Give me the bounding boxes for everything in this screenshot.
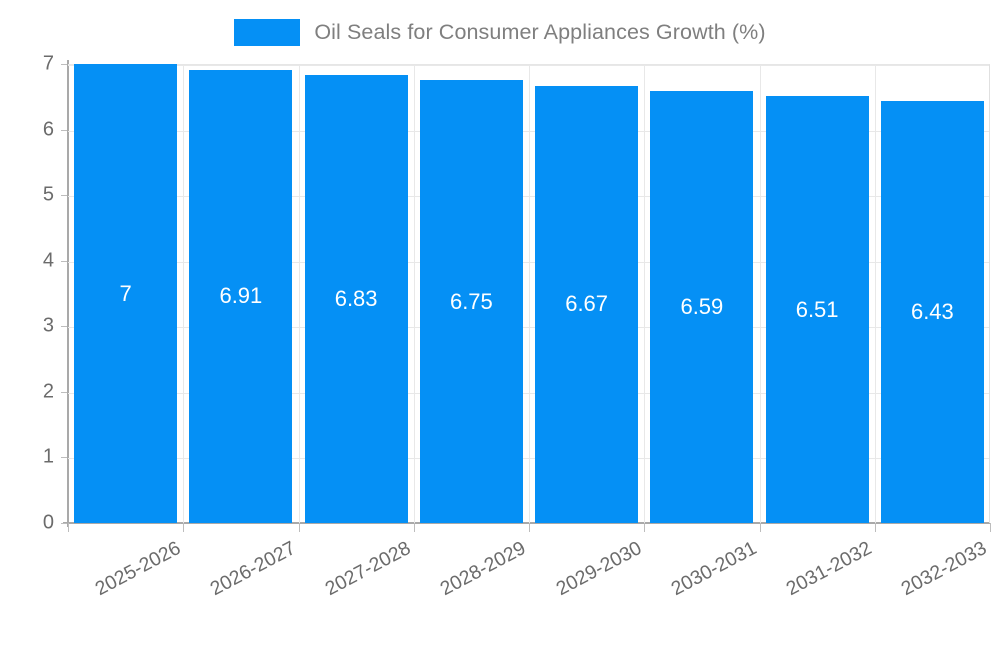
x-axis-tick-mark [875,523,876,532]
bar[interactable]: 7 [74,64,178,523]
bar[interactable]: 6.51 [765,96,869,523]
bar-value-label: 6.91 [219,283,263,309]
chart-legend: Oil Seals for Consumer Appliances Growth… [0,14,1000,50]
bar-value-label: 6.51 [795,296,839,322]
bar-value-label: 6.67 [565,291,609,317]
horizontal-gridline [68,458,989,460]
y-axis-line [67,60,69,527]
y-axis-tick-mark [61,457,67,459]
x-axis-tick-mark [299,523,300,532]
y-axis-tick-label: 1 [42,445,54,468]
vertical-gridline [644,65,645,523]
bar-value-label: 6.43 [910,299,954,325]
horizontal-gridline [68,65,989,66]
bar-value-label: 6.59 [680,293,724,319]
x-axis-tick-mark [644,523,645,532]
horizontal-gridline [68,392,989,394]
y-axis-tick-mark [61,523,67,524]
bar-value-label: 7 [119,280,132,306]
bar[interactable]: 6.59 [650,90,754,523]
bar[interactable]: 6.83 [304,75,408,523]
x-axis-tick-label: 2025-2026 [91,537,184,601]
y-axis-tick-mark [61,64,67,65]
horizontal-gridline [68,327,989,329]
y-axis-tick-label: 0 [42,511,54,534]
plot-area: 7 6.91 6.83 6.75 6.67 6.59 6.51 6.43 [68,64,990,523]
horizontal-gridline [68,196,989,198]
y-axis-tick-label: 7 [42,52,54,75]
bar[interactable]: 6.43 [880,101,984,523]
y-axis-tick-mark [61,195,67,197]
y-axis-tick-label: 5 [42,183,54,206]
horizontal-gridline [68,130,989,132]
vertical-gridline [183,65,184,523]
x-axis-tick-mark [760,523,761,532]
bar-chart: Oil Seals for Consumer Appliances Growth… [0,14,1000,600]
x-axis-tick-mark [414,523,415,532]
vertical-gridline [760,65,761,523]
vertical-gridline [414,65,415,523]
bar[interactable]: 6.67 [535,85,639,523]
y-axis-tick-mark [61,260,67,262]
y-axis-tick-label: 4 [42,249,54,272]
horizontal-gridline [68,261,989,263]
x-axis-tick-mark [529,523,530,532]
legend-series-label[interactable]: Oil Seals for Consumer Appliances Growth… [314,19,766,44]
vertical-gridline [299,65,300,523]
x-axis-tick-mark [68,523,69,532]
y-axis-tick-mark [61,391,67,393]
bar[interactable]: 6.91 [189,69,293,523]
bar-value-label: 6.75 [449,288,493,314]
bar-value-label: 6.83 [334,286,378,312]
legend-color-swatch[interactable] [234,18,301,46]
y-axis-tick-label: 2 [42,380,54,403]
x-axis-tick-mark [183,523,184,532]
vertical-gridline [875,65,876,523]
vertical-gridline [529,65,530,523]
y-axis-tick-mark [61,326,67,328]
x-axis-line [63,522,990,524]
y-axis-tick-label: 6 [42,118,54,141]
bar[interactable]: 6.75 [419,80,523,523]
x-axis-tick-mark [990,523,991,532]
y-axis-tick-mark [61,129,67,131]
y-axis-tick-label: 3 [42,314,54,337]
